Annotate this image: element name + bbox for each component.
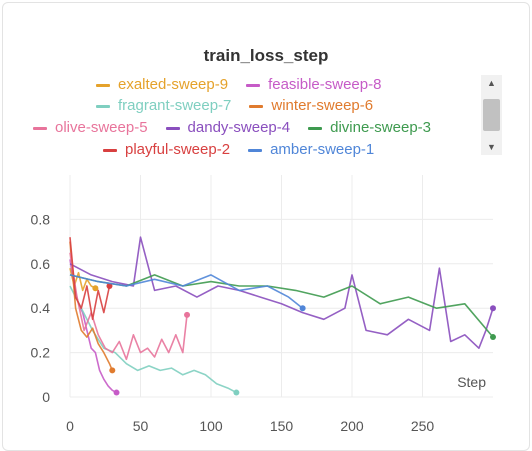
legend-item-fragrant-sweep-7[interactable]: fragrant-sweep-7 (96, 97, 231, 114)
y-tick-label: 0.8 (31, 211, 51, 227)
legend-swatch (248, 148, 263, 152)
series-end-marker-dandy-sweep-4 (490, 305, 496, 312)
y-tick-label: 0 (42, 389, 50, 405)
legend-item-divine-sweep-3[interactable]: divine-sweep-3 (308, 119, 431, 136)
legend-label: exalted-sweep-9 (118, 76, 229, 93)
legend-swatch (103, 148, 117, 152)
scroll-thumb[interactable] (483, 99, 500, 131)
series-line-olive-sweep-5 (69, 252, 188, 361)
legend-swatch (246, 83, 261, 87)
legend-label: olive-sweep-5 (55, 119, 148, 136)
x-tick-label: 150 (270, 418, 294, 434)
legend-row: olive-sweep-5 dandy-sweep-4 divine-sweep-3 (33, 119, 449, 136)
series-line-divine-sweep-3 (69, 274, 494, 338)
legend-item-feasible-sweep-8[interactable]: feasible-sweep-8 (246, 76, 381, 93)
legend-label: amber-sweep-1 (270, 141, 375, 158)
legend-item-olive-sweep-5[interactable]: olive-sweep-5 (33, 119, 148, 136)
series-end-marker-exalted-sweep-9 (92, 285, 99, 292)
legend-item-playful-sweep-2[interactable]: playful-sweep-2 (103, 141, 230, 158)
legend-swatch (96, 83, 110, 87)
x-axis-label: Step (457, 374, 486, 390)
series-end-marker-playful-sweep-2 (106, 283, 113, 289)
series-end-marker-amber-sweep-1 (299, 305, 306, 312)
y-tick-label: 0.6 (31, 256, 51, 272)
series-end-marker-feasible-sweep-8 (113, 389, 120, 396)
legend-item-dandy-sweep-4[interactable]: dandy-sweep-4 (165, 119, 291, 136)
series-line-amber-sweep-1 (69, 274, 304, 309)
chart-title: train_loss_step (203, 46, 329, 65)
series-end-marker-olive-sweep-5 (184, 311, 191, 318)
y-tick-label: 0.2 (31, 345, 51, 361)
x-tick-label: 0 (66, 418, 74, 434)
x-tick-label: 50 (133, 418, 149, 434)
series-end-marker-winter-sweep-6 (109, 367, 116, 374)
legend-label: divine-sweep-3 (330, 119, 431, 136)
legend-swatch (96, 104, 110, 108)
legend-item-amber-sweep-1[interactable]: amber-sweep-1 (248, 141, 374, 158)
series-end-marker-fragrant-sweep-7 (233, 389, 240, 396)
series-line-playful-sweep-2 (69, 237, 111, 321)
legend-swatch (249, 104, 264, 108)
series-end-marker-divine-sweep-3 (490, 334, 496, 341)
legend-item-exalted-sweep-9[interactable]: exalted-sweep-9 (96, 76, 228, 93)
legend-swatch (308, 126, 323, 130)
series-line-dandy-sweep-4 (69, 236, 494, 350)
legend-label: playful-sweep-2 (125, 141, 231, 158)
legend-label: feasible-sweep-8 (268, 76, 382, 93)
legend-label: winter-sweep-6 (271, 97, 374, 114)
series-line-fragrant-sweep-7 (69, 285, 237, 394)
scroll-down-arrow-icon[interactable]: ▼ (487, 142, 496, 152)
legend-label: fragrant-sweep-7 (118, 97, 232, 114)
y-tick-label: 0.4 (31, 300, 51, 316)
legend-row: playful-sweep-2 amber-sweep-1 (103, 141, 392, 158)
legend-swatch (165, 126, 180, 130)
legend-item-winter-sweep-6[interactable]: winter-sweep-6 (249, 97, 373, 114)
x-tick-label: 200 (340, 418, 364, 434)
legend-row: exalted-sweep-9 feasible-sweep-8 (96, 76, 399, 93)
x-tick-label: 100 (199, 418, 223, 434)
legend-label: dandy-sweep-4 (187, 119, 291, 136)
legend-swatch (33, 126, 47, 130)
scroll-up-arrow-icon[interactable]: ▲ (487, 78, 496, 88)
x-tick-label: 250 (411, 418, 435, 434)
legend-scrollbar[interactable]: ▲ ▼ (481, 75, 502, 155)
legend-row: fragrant-sweep-7 winter-sweep-6 (96, 97, 391, 114)
series-line-winter-sweep-6 (69, 241, 114, 371)
